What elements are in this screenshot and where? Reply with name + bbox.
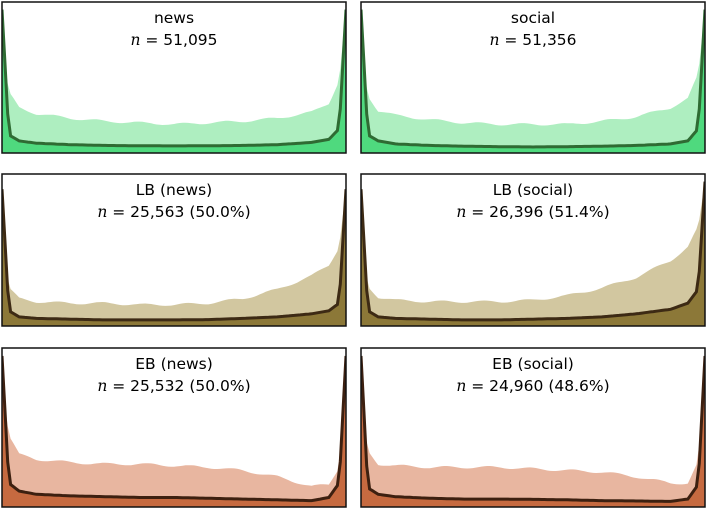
density-line (361, 181, 705, 322)
panel-3: LB (social) n = 26,396 (51.4%) (360, 173, 706, 327)
outer-area (2, 363, 346, 507)
panel-5: EB (social) n = 24,960 (48.6%) (360, 347, 706, 508)
density-line (361, 355, 705, 503)
panel-count: n = 24,960 (48.6%) (456, 377, 609, 395)
panel-0: news n = 51,095 (1, 1, 347, 154)
panel-1: social n = 51,356 (360, 1, 706, 154)
panel-count: n = 25,532 (50.0%) (97, 377, 250, 395)
density-line (361, 9, 705, 149)
panel-title: news (154, 9, 194, 27)
panel-frame (360, 173, 706, 327)
panel-frame (360, 347, 706, 508)
panel-frame (1, 173, 347, 327)
inner-area (361, 181, 705, 326)
panel-count: n = 26,396 (51.4%) (456, 203, 609, 221)
outer-area (361, 356, 705, 507)
density-line (2, 355, 346, 503)
outer-area (361, 9, 705, 153)
panel-4: EB (news) n = 25,532 (50.0%) (1, 347, 347, 508)
panel-count: n = 25,563 (50.0%) (97, 203, 250, 221)
outer-area (361, 181, 705, 326)
panel-title: EB (news) (135, 355, 213, 373)
panel-title: LB (social) (493, 181, 573, 199)
panel-frame (1, 1, 347, 154)
density-line (2, 9, 346, 148)
panel-title: social (511, 9, 555, 27)
panel-title: EB (social) (492, 355, 574, 373)
panel-frame (1, 347, 347, 508)
density-line (2, 189, 346, 322)
panel-2: LB (news) n = 25,563 (50.0%) (1, 173, 347, 327)
panel-count: n = 51,356 (489, 31, 576, 49)
panel-count: n = 51,095 (130, 31, 217, 49)
panel-frame (360, 1, 706, 154)
panel-title: LB (news) (136, 181, 212, 199)
outer-area (2, 9, 346, 153)
